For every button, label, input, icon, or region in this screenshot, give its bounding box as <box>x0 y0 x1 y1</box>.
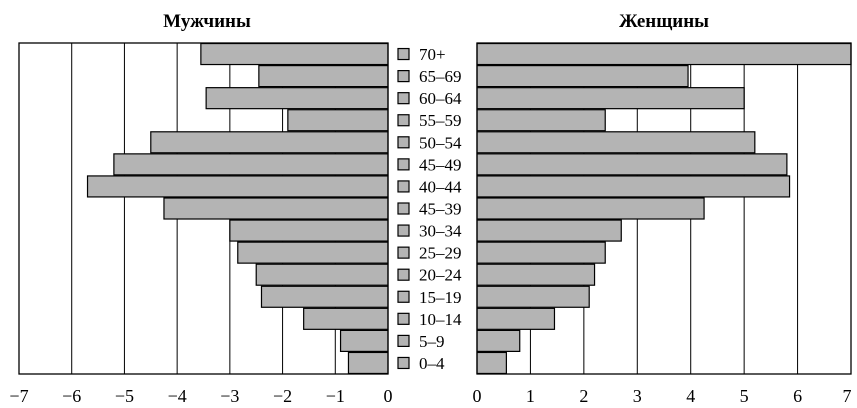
left-x-tick-label: −1 <box>326 386 345 406</box>
female-bar-8 <box>476 197 705 220</box>
left-plot-frame <box>18 42 389 375</box>
male-bars <box>86 42 389 375</box>
age-group-marker <box>397 290 410 303</box>
male-bar-7 <box>86 175 389 198</box>
right-x-tick-label: 1 <box>526 386 535 406</box>
age-group-label: 70+ <box>419 45 446 64</box>
age-group-label: 5–9 <box>419 332 445 351</box>
age-group-label: 0–4 <box>419 354 445 373</box>
female-bar-9 <box>476 219 622 242</box>
female-bar-3 <box>476 87 745 110</box>
right-x-axis-ticks: 0 1 2 3 4 5 6 7 <box>473 386 852 406</box>
age-group-marker <box>397 246 410 259</box>
age-group-marker <box>397 202 410 215</box>
right-x-tick-label: 6 <box>793 386 802 406</box>
age-group-marker <box>397 224 410 237</box>
age-group-label: 65–69 <box>419 67 462 86</box>
right-x-tick-label: 2 <box>579 386 588 406</box>
male-bar-3 <box>205 87 389 110</box>
female-bar-15 <box>476 351 507 375</box>
right-x-tick-label: 4 <box>686 386 695 406</box>
male-bar-15 <box>347 351 389 375</box>
left-x-axis-ticks: −7 −6 −5 −4 −3 −2 −1 0 <box>9 386 392 406</box>
female-bar-11 <box>476 263 596 286</box>
female-bar-7 <box>476 175 791 198</box>
age-group-label: 45–39 <box>419 200 462 219</box>
male-bar-10 <box>237 241 389 264</box>
male-bar-9 <box>229 219 389 242</box>
male-bar-1 <box>200 42 389 66</box>
female-bar-14 <box>476 329 521 352</box>
male-bar-13 <box>303 307 389 330</box>
age-group-marker <box>397 158 410 171</box>
age-group-label: 15–19 <box>419 288 462 307</box>
male-bar-11 <box>255 263 389 286</box>
age-group-marker <box>397 92 410 105</box>
male-bar-8 <box>163 197 389 220</box>
age-group-label: 60–64 <box>419 89 462 108</box>
age-group-marker <box>397 69 410 83</box>
female-bar-5 <box>476 131 756 154</box>
age-group-label: 25–29 <box>419 244 462 263</box>
age-group-marker <box>397 312 410 325</box>
age-group-marker <box>397 180 410 193</box>
female-bar-13 <box>476 307 556 330</box>
female-bar-2 <box>476 64 689 88</box>
left-x-tick-label: −2 <box>273 386 292 406</box>
right-x-tick-label: 7 <box>843 386 852 406</box>
male-bar-2 <box>258 64 389 88</box>
right-x-tick-label: 3 <box>633 386 642 406</box>
right-plot-frame <box>476 42 852 375</box>
left-x-tick-label: −6 <box>62 386 81 406</box>
female-bar-4 <box>476 109 606 132</box>
right-panel-title: Женщины <box>619 11 709 32</box>
age-group-marker <box>397 268 410 281</box>
age-group-label: 45–49 <box>419 155 462 174</box>
age-group-marker <box>397 47 410 61</box>
age-group-marker <box>397 114 410 127</box>
age-group-label: 30–34 <box>419 222 462 241</box>
left-panel-title: Мужчины <box>163 11 251 32</box>
age-group-label: 20–24 <box>419 266 462 285</box>
age-group-label: 10–14 <box>419 310 462 329</box>
age-group-marker <box>397 334 410 347</box>
female-bar-6 <box>476 153 788 176</box>
left-x-tick-label: −3 <box>220 386 239 406</box>
age-group-label: 50–54 <box>419 133 462 152</box>
right-x-tick-label: 0 <box>473 386 482 406</box>
female-bar-12 <box>476 285 590 308</box>
male-bar-6 <box>113 153 389 176</box>
age-group-label: 55–59 <box>419 111 462 130</box>
age-group-marker <box>397 136 410 149</box>
female-bars <box>476 42 852 375</box>
left-x-tick-label: 0 <box>384 386 393 406</box>
left-x-tick-label: −7 <box>9 386 28 406</box>
female-bar-10 <box>476 241 606 264</box>
left-x-tick-label: −4 <box>168 386 187 406</box>
right-x-tick-label: 5 <box>740 386 749 406</box>
age-group-labels: 70+ 65–69 60–64 55–59 50–54 45–49 40–44 45–39 30… <box>397 45 462 373</box>
male-bar-5 <box>150 131 389 154</box>
male-bar-12 <box>260 285 389 308</box>
left-x-tick-label: −5 <box>115 386 134 406</box>
female-bar-1 <box>476 42 852 66</box>
age-group-label: 40–44 <box>419 177 462 196</box>
male-bar-14 <box>339 329 389 352</box>
age-group-marker <box>397 356 410 370</box>
male-bar-4 <box>287 109 389 132</box>
